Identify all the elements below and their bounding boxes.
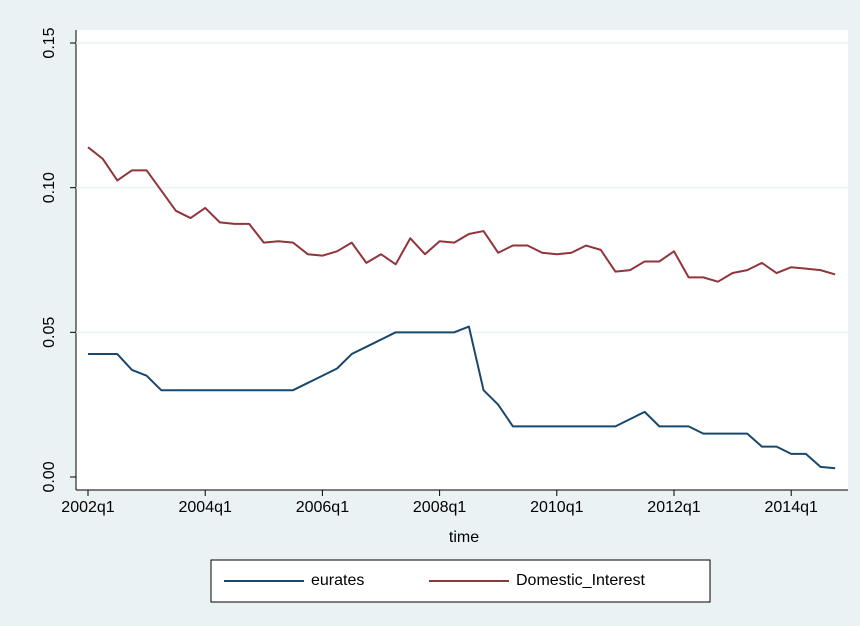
x-tick-label: 2010q1 [530,499,583,516]
x-tick-label: 2002q1 [61,499,114,516]
plot-area [76,30,848,490]
line-series [87,146,836,283]
y-tick-label: 0.15 [41,27,58,58]
x-axis-title: time [449,529,479,546]
x-tick-label: 2006q1 [296,499,349,516]
y-tick-label: 0.10 [41,172,58,203]
legend-label: Domestic_Interest [516,572,645,589]
x-tick-label: 2008q1 [413,499,466,516]
y-tick-label: 0.05 [41,317,58,348]
x-tick-label: 2012q1 [647,499,700,516]
legend-label: eurates [311,572,364,589]
x-tick-label: 2004q1 [179,499,232,516]
line-series [88,325,836,470]
y-tick-label: 0.00 [41,461,58,492]
x-tick-label: 2014q1 [765,499,818,516]
